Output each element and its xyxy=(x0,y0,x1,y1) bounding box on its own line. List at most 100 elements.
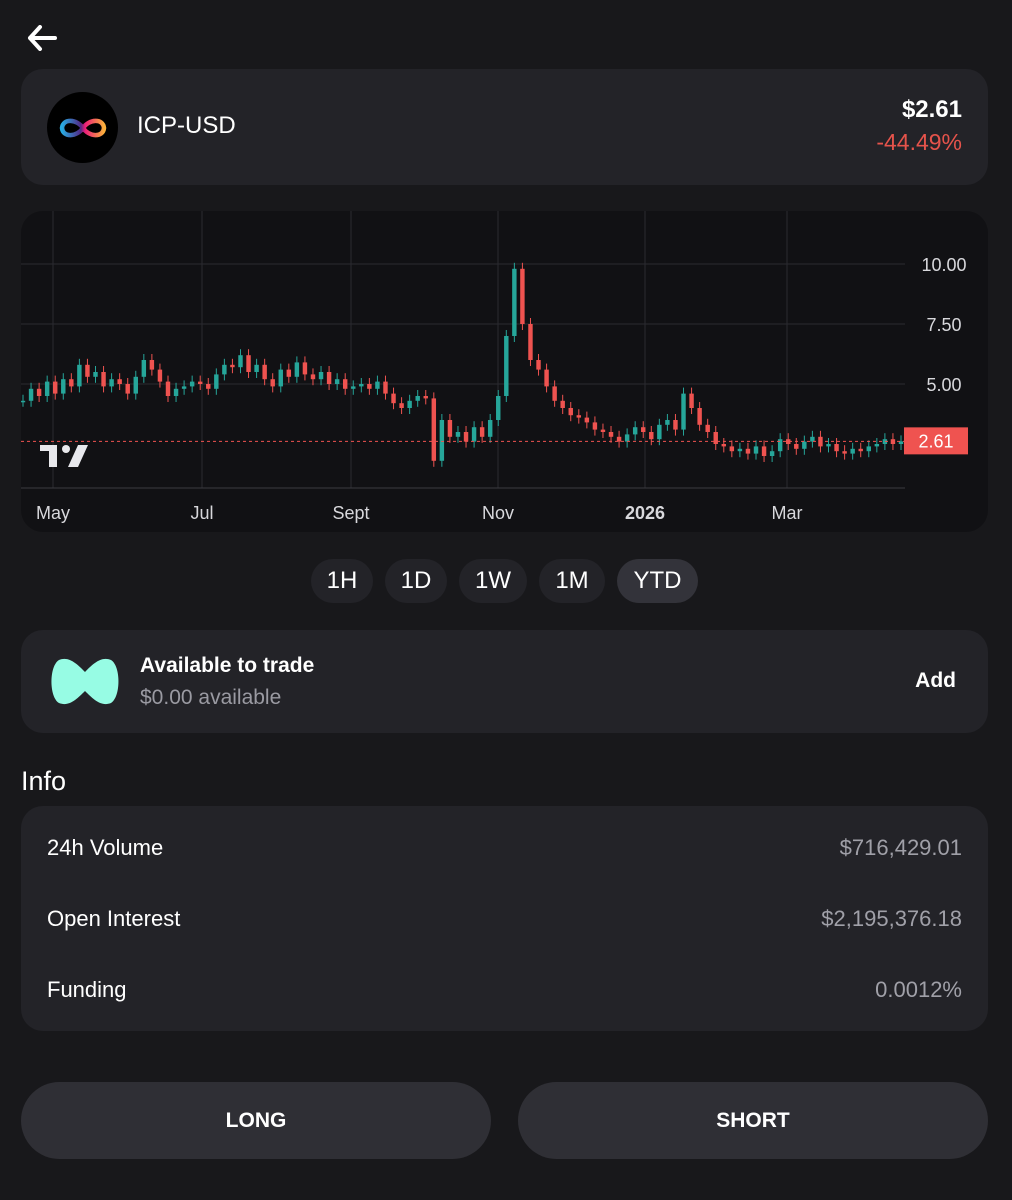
candle-body xyxy=(310,374,316,380)
candle-body xyxy=(512,268,517,336)
candle-body xyxy=(342,379,348,389)
trade-title: Available to trade xyxy=(140,654,315,677)
candle-body xyxy=(359,384,364,387)
candle-body xyxy=(109,379,114,387)
candle-body xyxy=(21,400,26,403)
candle-body xyxy=(278,369,283,387)
candle-body xyxy=(173,388,179,396)
candle-body xyxy=(222,364,227,375)
long-button[interactable]: LONG xyxy=(21,1082,491,1159)
hyperliquid-logo-icon xyxy=(49,654,121,714)
candle-body xyxy=(197,381,203,384)
candle-body xyxy=(326,372,332,384)
candle-body xyxy=(431,398,437,461)
candle-body xyxy=(407,400,412,408)
candle-body xyxy=(761,446,767,456)
candle-body xyxy=(850,448,855,454)
candle-body xyxy=(28,388,34,401)
info-card: 24h Volume $716,429.01 Open Interest $2,… xyxy=(21,806,988,1031)
candle-body xyxy=(254,364,259,372)
candle-body xyxy=(165,381,171,396)
tab-1d[interactable]: 1D xyxy=(385,559,447,603)
candle-body xyxy=(53,381,58,394)
y-tick-label: 5.00 xyxy=(926,375,961,395)
candle-body xyxy=(713,432,718,444)
candle-body xyxy=(189,381,195,387)
candle-body xyxy=(745,448,751,454)
y-tick-label: 10.00 xyxy=(921,255,966,275)
candle-body xyxy=(101,372,106,387)
candle-body xyxy=(69,379,74,387)
info-row-funding: Funding 0.0012% xyxy=(47,970,962,1010)
ticker-price: $2.61 xyxy=(901,96,962,123)
tab-ytd[interactable]: YTD xyxy=(617,559,698,603)
candle-body xyxy=(689,393,694,408)
candle-body xyxy=(520,268,525,324)
candle-body xyxy=(842,451,847,454)
candle-body xyxy=(487,420,493,437)
info-value: 0.0012% xyxy=(875,977,962,1002)
candle-body xyxy=(858,448,863,452)
available-balance: $0.00 available xyxy=(140,686,282,709)
info-heading: Info xyxy=(21,766,67,796)
candle-body xyxy=(874,444,880,447)
candle-body xyxy=(85,364,90,377)
candle-body xyxy=(834,444,839,452)
candle-body xyxy=(44,381,50,396)
candle-body xyxy=(149,360,155,370)
tab-1h[interactable]: 1H xyxy=(311,559,373,603)
candle-body xyxy=(391,393,396,404)
tradingview-logo-icon xyxy=(40,445,88,467)
ticker-change: -44.49% xyxy=(876,129,962,155)
candle-body xyxy=(262,364,267,380)
back-button[interactable] xyxy=(22,20,62,56)
candle-body xyxy=(665,420,670,425)
candle-body xyxy=(592,422,598,430)
candle-body xyxy=(568,408,573,416)
candle-body xyxy=(810,436,815,442)
price-chart[interactable]: 10.00 7.50 5.00 May Jul Sept Nov 2026 Mar 2.61 xyxy=(21,211,988,532)
candle-body xyxy=(624,434,630,442)
candle-body xyxy=(93,372,98,377)
candle-body xyxy=(753,446,759,454)
candle-body xyxy=(206,384,211,389)
candle-body xyxy=(214,374,219,389)
candle-body xyxy=(657,424,662,440)
candle-body xyxy=(697,408,702,425)
candle-body xyxy=(802,441,807,449)
tab-1m[interactable]: 1M xyxy=(539,559,605,603)
info-value: $2,195,376.18 xyxy=(821,906,962,931)
short-button[interactable]: SHORT xyxy=(518,1082,988,1159)
candle-body xyxy=(737,448,743,452)
candle-body xyxy=(616,436,622,442)
candle-body xyxy=(383,381,388,394)
candle-body xyxy=(705,424,710,432)
candle-body xyxy=(641,427,646,432)
tab-1w[interactable]: 1W xyxy=(459,559,527,603)
info-row-volume: 24h Volume $716,429.01 xyxy=(47,828,962,868)
candle-body xyxy=(576,415,582,418)
arrow-left-icon xyxy=(28,25,57,51)
add-funds-button[interactable]: Add xyxy=(915,669,956,692)
candle-body xyxy=(866,446,871,452)
candle-body xyxy=(496,396,501,420)
candle-body xyxy=(415,396,420,401)
candle-body xyxy=(729,446,735,452)
current-price-tag xyxy=(904,427,968,455)
candle-body xyxy=(544,369,549,387)
candle-body xyxy=(560,400,565,408)
candle-body xyxy=(504,336,509,396)
candle-body xyxy=(270,379,275,387)
candle-body xyxy=(681,393,686,430)
candle-body xyxy=(536,360,541,370)
candle-body xyxy=(125,384,130,394)
ticker-name: ICP-USD xyxy=(137,112,236,139)
candle-body xyxy=(318,372,324,380)
candle-body xyxy=(455,432,461,437)
candle-body xyxy=(246,355,251,372)
ticker-card: ICP-USD $2.61 -44.49% xyxy=(21,69,988,185)
candle-body xyxy=(367,384,372,389)
info-label: 24h Volume xyxy=(47,835,164,860)
candle-body xyxy=(286,369,292,377)
candle-body xyxy=(157,369,163,382)
